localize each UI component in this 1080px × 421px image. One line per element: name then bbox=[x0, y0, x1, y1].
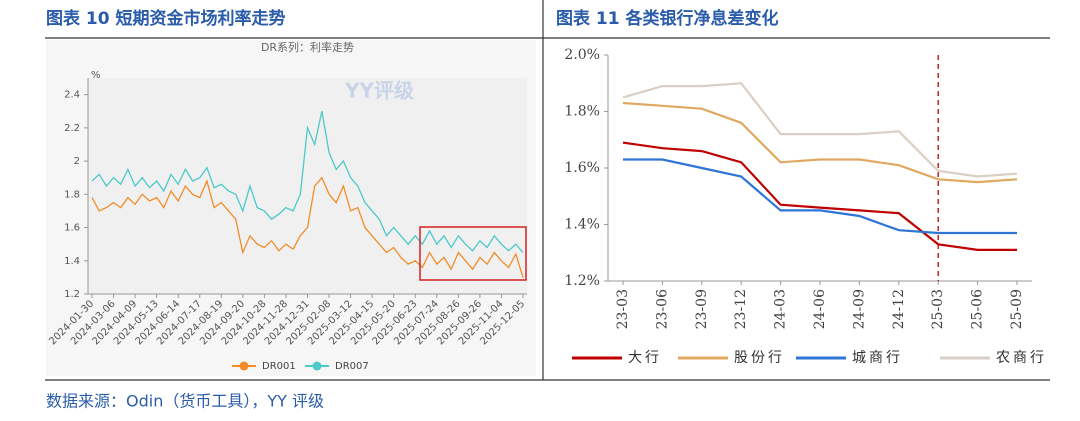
header-right: 图表 11 各类银行净息差变化 bbox=[556, 8, 779, 29]
y-tick-label: 2.2 bbox=[64, 123, 80, 134]
y-tick-label: 1.2 bbox=[64, 289, 80, 300]
legend-label: 农商行 bbox=[996, 350, 1047, 366]
y-tick-label: 1.8 bbox=[64, 189, 80, 200]
x-tick-label: 24-06 bbox=[812, 289, 828, 329]
series-line bbox=[623, 158, 1017, 235]
legend-label: DR007 bbox=[335, 361, 369, 372]
x-tick-label: 25-03 bbox=[930, 289, 946, 329]
x-tick-label: 23-03 bbox=[615, 289, 631, 329]
y-tick-label: 1.8% bbox=[564, 104, 600, 120]
source: 数据来源：Odin（货币工具），YY 评级 bbox=[46, 392, 324, 411]
legend-label: DR001 bbox=[262, 361, 296, 372]
y-tick-label: 1.2% bbox=[564, 273, 600, 289]
y-tick-label: 1.4 bbox=[64, 256, 80, 267]
x-tick-label: 24-09 bbox=[851, 289, 867, 329]
legend-label: 大行 bbox=[628, 350, 662, 366]
y-tick-label: 2.0% bbox=[564, 47, 600, 63]
legend-dot bbox=[312, 361, 322, 371]
header-left: 图表 10 短期资金市场利率走势 bbox=[46, 8, 286, 29]
x-tick-label: 23-06 bbox=[654, 289, 670, 329]
series-line bbox=[622, 101, 1018, 184]
legend-dot bbox=[239, 361, 249, 371]
x-tick-label: 24-03 bbox=[773, 289, 789, 329]
watermark: YY评级 bbox=[344, 79, 414, 103]
chart-title: DR系列：利率走势 bbox=[261, 40, 354, 54]
legend-label: 股份行 bbox=[734, 350, 785, 366]
left-plot-bg bbox=[88, 78, 527, 294]
legend-label: 城商行 bbox=[852, 350, 903, 366]
series-line bbox=[91, 176, 524, 278]
series-line bbox=[622, 82, 1018, 178]
x-tick-label: 25-06 bbox=[970, 289, 986, 329]
x-tick-label: 23-12 bbox=[733, 289, 749, 329]
y-tick-label: 2.4 bbox=[64, 90, 80, 101]
x-tick-label: 23-09 bbox=[694, 289, 710, 329]
series-line bbox=[91, 111, 524, 253]
y-unit: % bbox=[91, 70, 101, 81]
series-line bbox=[622, 141, 1017, 251]
highlight-box bbox=[419, 226, 527, 281]
x-tick-label: 24-12 bbox=[891, 289, 907, 329]
y-tick-label: 1.4% bbox=[564, 217, 600, 233]
y-tick-label: 2 bbox=[74, 156, 80, 167]
y-tick-label: 1.6% bbox=[564, 160, 600, 176]
x-tick-label: 25-09 bbox=[1009, 289, 1025, 329]
y-tick-label: 1.6 bbox=[64, 223, 80, 234]
